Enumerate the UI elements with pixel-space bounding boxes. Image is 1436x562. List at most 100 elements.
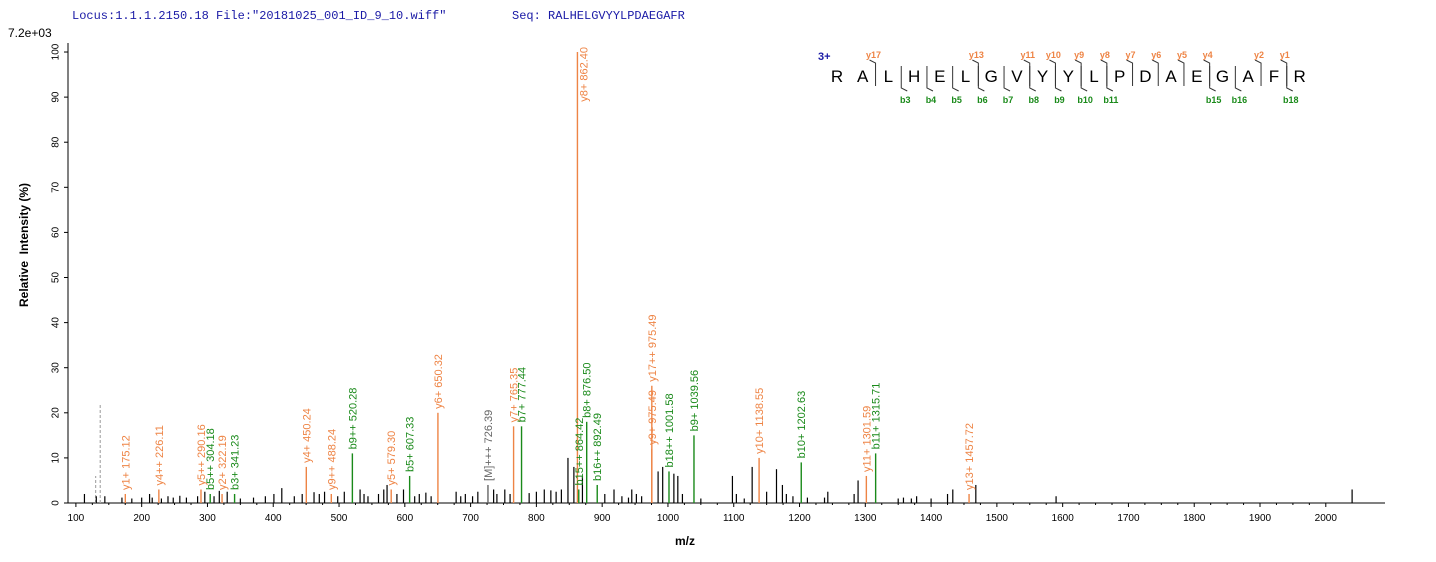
residue: G	[1216, 67, 1229, 86]
b-ion-marker	[1003, 66, 1011, 92]
x-tick-label: 1400	[920, 513, 943, 524]
y-tick-label: 0	[51, 500, 62, 506]
peak-label: b9+ 1039.56	[689, 370, 701, 431]
b-ion-label: b16	[1232, 95, 1248, 105]
peak-label: y17++ 975.49	[647, 314, 659, 381]
residue: L	[884, 67, 893, 86]
residue: E	[1191, 67, 1202, 86]
peak-label: y9++ 488.24	[326, 429, 338, 490]
y-tick-label: 100	[51, 43, 62, 60]
b-ion-label: b10	[1077, 95, 1093, 105]
peak-label: b16++ 892.49	[592, 413, 604, 481]
b-ion-label: b15	[1206, 95, 1222, 105]
y-tick-label: 70	[51, 181, 62, 193]
b-ion-label: b3	[900, 95, 911, 105]
x-tick-label: 1800	[1183, 513, 1206, 524]
y-ion-marker	[1023, 59, 1031, 86]
b-ion-marker	[1029, 66, 1036, 92]
residue: Y	[1063, 67, 1074, 86]
y-ion-label: y1	[1280, 50, 1290, 60]
y-ion-label: y10	[1046, 50, 1061, 60]
y-tick-label: 20	[51, 407, 62, 419]
y-ion-label: y13	[969, 50, 984, 60]
peak-label: y5+ 579.30	[386, 431, 398, 486]
y-ion-label: y6	[1151, 50, 1161, 60]
b-ion-label: b11	[1103, 95, 1118, 105]
y-ion-marker	[1203, 59, 1211, 86]
y-tick-label: 60	[51, 226, 62, 238]
b-ion-marker	[1106, 66, 1114, 92]
y-ion-label: y11	[1020, 50, 1035, 60]
peak-label: y5++ 290.16	[196, 424, 208, 485]
b-ion-marker	[1054, 66, 1062, 92]
locus: Locus:1.1.1.2150.18 File:"20181025_001_I…	[72, 9, 446, 23]
y-ion-label: y2	[1254, 50, 1264, 60]
b-ion-marker	[900, 66, 908, 92]
b-ion-marker	[1234, 66, 1242, 92]
peak-label: y4+ 450.24	[301, 408, 313, 463]
residue: R	[1293, 67, 1305, 86]
x-tick-label: 600	[396, 513, 413, 524]
b-ion-label: b8	[1028, 95, 1039, 105]
y-tick-label: 50	[51, 272, 62, 284]
x-tick-label: 300	[199, 513, 216, 524]
peak-label: b8+ 876.50	[582, 362, 594, 417]
peak-label: b5++ 304.18	[205, 428, 217, 490]
residue: G	[985, 67, 998, 86]
residue: Y	[1037, 67, 1048, 86]
y-ion-marker	[1280, 59, 1288, 86]
y-ion-marker	[1074, 59, 1082, 86]
y-ion-marker	[1254, 59, 1262, 86]
residue: R	[831, 67, 843, 86]
peak-label: y11+ 1301.59	[861, 406, 873, 472]
x-axis-title: m/z	[675, 534, 695, 548]
y-axis-title: Relative Intensity (%)	[17, 183, 31, 307]
peak-label: b7+ 777.44	[517, 367, 529, 422]
b-ion-marker	[926, 66, 934, 92]
y-tick-label: 80	[51, 136, 62, 148]
b-ion-label: b4	[926, 95, 937, 105]
y-ion-marker	[1177, 59, 1185, 86]
peak-label: b11+ 1315.71	[871, 383, 883, 450]
x-tick-label: 1600	[1052, 513, 1075, 524]
residue: E	[934, 67, 945, 86]
b-ion-marker	[1080, 66, 1088, 92]
b-ion-marker	[1209, 66, 1216, 92]
y-tick-label: 90	[51, 91, 62, 103]
peak-label: b5+ 607.33	[405, 417, 417, 472]
x-tick-label: 1700	[1117, 513, 1140, 524]
b-ion-label: b7	[1003, 95, 1014, 105]
residue: L	[961, 67, 970, 86]
b-ion-marker	[977, 66, 985, 92]
x-tick-label: 2000	[1315, 513, 1338, 524]
x-tick-label: 800	[528, 513, 545, 524]
x-tick-label: 100	[68, 513, 85, 524]
residue: V	[1011, 67, 1023, 86]
residue: A	[1243, 67, 1255, 86]
y-ion-label: y7	[1126, 50, 1136, 60]
peak-label: y7+ 765.35	[509, 368, 521, 423]
charge: 3+	[818, 51, 831, 63]
y-ion-marker	[972, 59, 979, 86]
y-ion-label: y4	[1203, 50, 1213, 60]
x-tick-label: 500	[331, 513, 348, 524]
x-tick-label: 1500	[986, 513, 1009, 524]
x-tick-label: 200	[133, 513, 150, 524]
residue: L	[1089, 67, 1098, 86]
y-tick-label: 30	[51, 362, 62, 374]
x-tick-label: 1300	[854, 513, 877, 524]
y-tick-label: 40	[51, 317, 62, 329]
b-ion-label: b5	[951, 95, 962, 105]
peak-label: y10+ 1138.55	[754, 388, 766, 454]
peak-label: y8+ 862.40	[578, 47, 590, 102]
peak-label: y1+ 175.12	[120, 435, 132, 490]
residue: P	[1114, 67, 1125, 86]
peak-label: y6+ 650.32	[433, 354, 445, 409]
residue: F	[1269, 67, 1279, 86]
sequence-header: Seq: RALHELGVYYLPDAEGAFR	[512, 9, 685, 23]
peak-label: y13+ 1457.72	[964, 423, 976, 490]
peak-label: y2+ 322.19	[217, 435, 229, 490]
peak-label: [M]+++ 726.39	[483, 410, 495, 481]
b-ion-label: b6	[977, 95, 988, 105]
